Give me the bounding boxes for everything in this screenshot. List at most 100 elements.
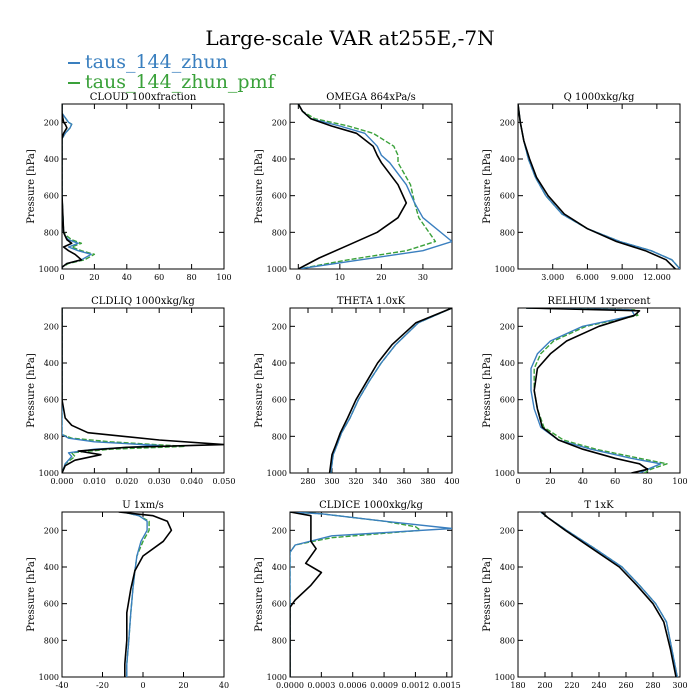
x-tick-label: 30 bbox=[418, 273, 428, 282]
x-tick-label: 0.040 bbox=[180, 477, 203, 486]
x-tick-label: 60 bbox=[610, 477, 620, 486]
y-tick-label: 1000 bbox=[39, 265, 59, 274]
panel-frame bbox=[289, 307, 453, 474]
series-line-obs bbox=[328, 308, 452, 473]
y-tick-label: 400 bbox=[272, 359, 287, 368]
series-line-obs bbox=[540, 512, 677, 677]
y-axis-label: Pressure [hPa] bbox=[26, 557, 37, 632]
y-tick-label: 800 bbox=[44, 636, 59, 645]
y-tick-label: 800 bbox=[44, 432, 59, 441]
panel-title: U 1xm/s bbox=[122, 500, 164, 511]
y-tick-label: 400 bbox=[272, 563, 287, 572]
y-tick-label: 200 bbox=[44, 118, 59, 127]
series-line-zhun bbox=[122, 512, 148, 677]
series-line-obs bbox=[62, 104, 83, 269]
y-tick-label: 400 bbox=[500, 359, 515, 368]
x-tick-label: -20 bbox=[96, 681, 109, 690]
x-tick-label: 0 bbox=[296, 273, 301, 282]
x-tick-label: 12.000 bbox=[643, 273, 671, 282]
y-tick-label: 1000 bbox=[267, 673, 287, 682]
x-tick-label: 80 bbox=[643, 477, 653, 486]
y-tick-label: 1000 bbox=[495, 265, 515, 274]
y-tick-label: 400 bbox=[500, 155, 515, 164]
panel-frame bbox=[61, 103, 225, 270]
y-tick-label: 600 bbox=[500, 600, 515, 609]
x-tick-label: 300 bbox=[672, 681, 687, 690]
y-tick-label: 800 bbox=[272, 432, 287, 441]
series-line-zhun bbox=[62, 308, 160, 473]
x-tick-label: 0.0012 bbox=[401, 681, 429, 690]
x-tick-label: -40 bbox=[56, 681, 69, 690]
y-tick-label: 400 bbox=[44, 563, 59, 572]
panel-title: THETA 1.0xK bbox=[337, 296, 406, 307]
y-tick-label: 1000 bbox=[267, 265, 287, 274]
y-tick-label: 1000 bbox=[39, 673, 59, 682]
y-axis-label: Pressure [hPa] bbox=[254, 149, 265, 224]
y-tick-label: 200 bbox=[272, 322, 287, 331]
x-tick-label: 0.0000 bbox=[276, 681, 304, 690]
series-line-pmf bbox=[330, 308, 452, 473]
panel-frame bbox=[517, 511, 681, 678]
y-axis-label: Pressure [hPa] bbox=[482, 353, 493, 428]
series-line-pmf bbox=[290, 512, 422, 677]
x-tick-label: 20 bbox=[376, 273, 386, 282]
x-tick-label: 9.000 bbox=[611, 273, 634, 282]
series-line-obs bbox=[526, 308, 649, 473]
y-tick-label: 200 bbox=[44, 322, 59, 331]
series-line-pmf bbox=[62, 308, 186, 473]
y-tick-label: 1000 bbox=[267, 469, 287, 478]
legend-label-pmf: taus_144_zhun_pmf bbox=[85, 71, 275, 93]
x-tick-label: 400 bbox=[444, 477, 459, 486]
y-tick-label: 200 bbox=[500, 118, 515, 127]
x-tick-label: 360 bbox=[396, 477, 411, 486]
panel-3: CLDLIQ 1000xkg/kg Pressure [hPa] 200 400 600… bbox=[26, 296, 235, 486]
y-tick-label: 600 bbox=[272, 396, 287, 405]
y-tick-label: 400 bbox=[500, 563, 515, 572]
x-tick-label: 200 bbox=[537, 681, 552, 690]
panel-frame bbox=[61, 307, 225, 474]
y-tick-label: 1000 bbox=[495, 469, 515, 478]
y-tick-label: 200 bbox=[500, 322, 515, 331]
y-axis-label: Pressure [hPa] bbox=[254, 557, 265, 632]
y-tick-label: 400 bbox=[44, 359, 59, 368]
series-line-zhun bbox=[526, 308, 662, 473]
x-tick-label: 40 bbox=[122, 273, 132, 282]
panel-frame bbox=[289, 103, 453, 270]
panel-2: Q 1000xkg/kg Pressure [hPa] 200 400 600 800 10… bbox=[482, 92, 681, 282]
series-line-pmf bbox=[122, 512, 150, 677]
y-tick-label: 400 bbox=[44, 155, 59, 164]
series-line-obs bbox=[297, 104, 408, 269]
y-tick-label: 200 bbox=[44, 526, 59, 535]
x-tick-label: 0.0003 bbox=[307, 681, 335, 690]
panel-title: CLDLIQ 1000xkg/kg bbox=[91, 296, 195, 307]
x-tick-label: 260 bbox=[618, 681, 633, 690]
x-tick-label: 320 bbox=[348, 477, 363, 486]
y-axis-label: Pressure [hPa] bbox=[482, 149, 493, 224]
x-tick-label: 340 bbox=[372, 477, 387, 486]
x-tick-label: 0 bbox=[515, 477, 520, 486]
series-line-pmf bbox=[526, 308, 668, 473]
legend-swatch-pmf bbox=[68, 82, 80, 84]
y-tick-label: 600 bbox=[272, 600, 287, 609]
x-tick-label: 40 bbox=[219, 681, 229, 690]
y-tick-label: 600 bbox=[44, 192, 59, 201]
y-tick-label: 600 bbox=[44, 396, 59, 405]
x-tick-label: 280 bbox=[300, 477, 315, 486]
x-tick-label: 0 bbox=[140, 681, 145, 690]
panel-frame bbox=[517, 103, 681, 270]
legend-entry-zhun: taus_144_zhun bbox=[68, 52, 228, 72]
y-tick-label: 1000 bbox=[495, 673, 515, 682]
x-tick-label: 20 bbox=[178, 681, 188, 690]
x-tick-label: 100 bbox=[216, 273, 231, 282]
y-tick-label: 800 bbox=[500, 432, 515, 441]
x-tick-label: 80 bbox=[187, 273, 197, 282]
y-tick-label: 600 bbox=[44, 600, 59, 609]
panel-title: RELHUM 1xpercent bbox=[547, 296, 650, 307]
x-tick-label: 3.000 bbox=[541, 273, 564, 282]
y-axis-label: Pressure [hPa] bbox=[482, 557, 493, 632]
y-tick-label: 800 bbox=[500, 228, 515, 237]
